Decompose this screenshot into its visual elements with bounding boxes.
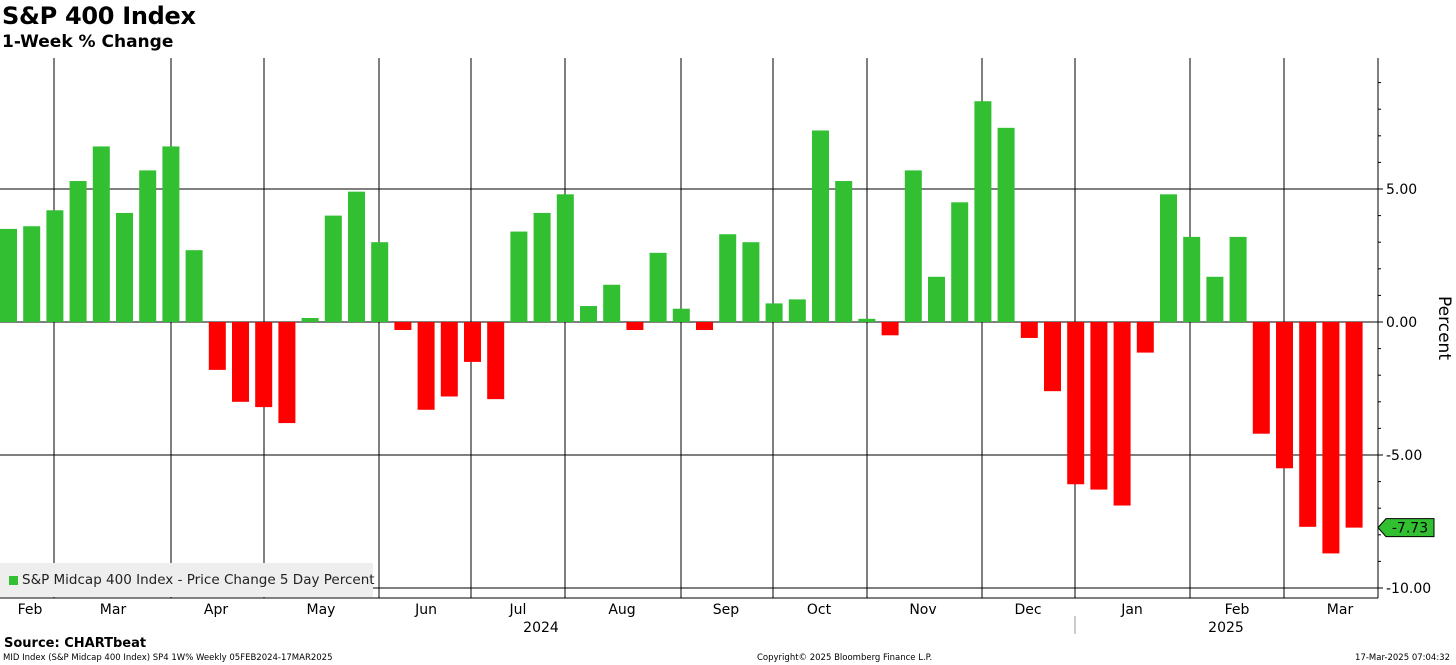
data-bar <box>672 308 690 322</box>
data-bar <box>696 322 713 330</box>
x-month-label: Sep <box>713 602 740 618</box>
x-month-label: Jan <box>1120 602 1143 618</box>
data-bar <box>116 212 133 322</box>
data-bar <box>812 130 829 322</box>
x-month-label: Feb <box>18 602 43 618</box>
y-tick-label: 0.00 <box>1386 315 1417 331</box>
chart-title: S&P 400 Index <box>2 2 196 30</box>
chart-subtitle: 1-Week % Change <box>2 32 174 52</box>
bar-layer <box>0 101 1363 554</box>
y-tick-label: 5.00 <box>1386 182 1417 198</box>
data-bar <box>788 299 806 322</box>
axis-layer: 5.00 0.00 -5.00 -10.00 Percent Feb Mar Apr May Ju… <box>0 58 1454 636</box>
data-bar <box>765 303 783 322</box>
data-bar <box>464 322 481 362</box>
data-bar <box>928 276 945 322</box>
data-bar <box>371 242 389 322</box>
data-bar <box>951 202 969 322</box>
x-month-label: Nov <box>909 602 936 618</box>
data-bar <box>162 146 180 322</box>
data-bar <box>1252 322 1270 434</box>
data-bar <box>417 322 435 410</box>
data-bar <box>46 210 64 322</box>
footer-timestamp: 17-Mar-2025 07:04:32 <box>1355 653 1450 663</box>
data-bar <box>881 322 899 336</box>
x-year-label: 2024 <box>523 620 559 636</box>
data-bar <box>626 322 644 330</box>
data-bar <box>208 322 226 370</box>
data-bar <box>139 170 157 322</box>
data-bar <box>278 322 296 424</box>
y-tick-label: -5.00 <box>1386 448 1422 464</box>
x-month-label: Apr <box>204 602 228 618</box>
data-bar <box>1113 322 1131 506</box>
data-bar <box>0 228 17 322</box>
data-bar <box>904 170 922 322</box>
y-tick-label: -10.00 <box>1386 581 1431 597</box>
data-bar <box>1090 322 1108 490</box>
data-bar <box>1229 236 1247 322</box>
data-bar <box>997 127 1015 322</box>
data-bar <box>858 318 876 322</box>
data-bar <box>69 181 87 322</box>
source-note: Source: CHARTbeat <box>4 636 147 651</box>
data-bar <box>649 252 667 322</box>
data-bar <box>719 234 737 322</box>
x-month-label: Feb <box>1225 602 1250 618</box>
data-bar <box>23 226 41 322</box>
data-bar <box>1299 322 1317 527</box>
y-axis-title: Percent <box>1434 296 1454 360</box>
data-bar <box>324 215 342 322</box>
data-bar <box>1322 322 1340 554</box>
chart-legend: S&P Midcap 400 Index - Price Change 5 Da… <box>0 563 375 597</box>
data-bar <box>301 318 319 322</box>
last-value-marker <box>1377 518 1435 538</box>
data-bar <box>556 194 574 322</box>
data-bar <box>742 242 760 322</box>
data-bar <box>1160 194 1177 322</box>
data-bar <box>1206 276 1224 322</box>
data-bar <box>255 322 273 408</box>
data-bar <box>510 231 528 322</box>
data-bar <box>1044 322 1061 392</box>
data-bar <box>1136 322 1154 353</box>
data-bar <box>533 212 551 322</box>
x-month-label: Mar <box>1327 602 1354 618</box>
x-month-label: Dec <box>1014 602 1041 618</box>
grid-layer <box>0 58 1378 598</box>
data-bar <box>440 322 458 397</box>
x-month-label: May <box>307 602 336 618</box>
data-bar <box>1020 322 1038 338</box>
legend-label: S&P Midcap 400 Index - Price Change 5 Da… <box>22 572 375 588</box>
x-month-label: Jun <box>414 602 437 618</box>
data-bar <box>1183 236 1201 322</box>
data-bar <box>603 284 621 322</box>
footer-ticker-info: MID Index (S&P Midcap 400 Index) SP4 1W%… <box>3 653 333 663</box>
x-month-label: Mar <box>100 602 127 618</box>
data-bar <box>835 181 853 322</box>
x-month-label: Oct <box>807 602 832 618</box>
data-bar <box>232 322 249 402</box>
x-month-label: Aug <box>608 602 635 618</box>
data-bar <box>348 191 365 322</box>
x-month-label: Jul <box>509 602 527 618</box>
data-bar <box>580 306 597 322</box>
legend-swatch <box>9 576 18 585</box>
data-bar <box>487 322 505 400</box>
data-bar <box>185 250 203 322</box>
data-bar <box>394 322 412 330</box>
x-year-label: 2025 <box>1208 620 1244 636</box>
footer-copyright: Copyright© 2025 Bloomberg Finance L.P. <box>757 653 933 663</box>
data-bar <box>1276 322 1293 469</box>
last-value-label: -7.73 <box>1392 521 1428 537</box>
data-bar <box>1345 322 1363 528</box>
data-bar <box>1067 322 1085 485</box>
data-bar <box>92 146 110 322</box>
data-bar <box>974 101 992 322</box>
